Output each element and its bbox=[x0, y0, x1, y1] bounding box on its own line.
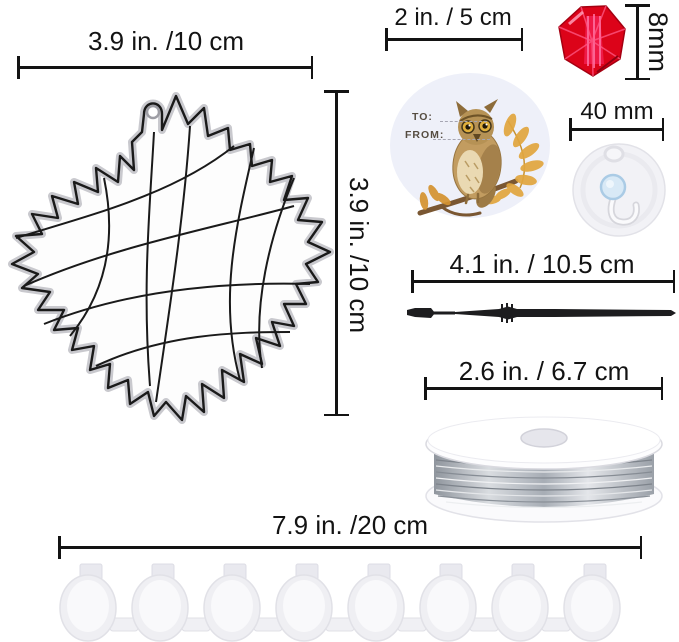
tag-from-label: FROM: bbox=[405, 129, 445, 141]
owl bbox=[452, 99, 502, 208]
leaf-height-dimension-line bbox=[325, 90, 347, 416]
wire-dimension-line bbox=[424, 378, 663, 398]
brush-dimension-line bbox=[411, 271, 675, 291]
hook-knob bbox=[599, 173, 627, 201]
brush-bristles bbox=[407, 308, 435, 318]
owl-beak bbox=[473, 134, 481, 142]
suction-cup-size-label: 40 mm bbox=[580, 98, 654, 125]
hook-loop bbox=[603, 145, 625, 163]
wire-spool bbox=[425, 416, 663, 523]
paint-strip-dimension-line bbox=[58, 537, 642, 557]
leaf-width-label: 3.9 in. /10 cm bbox=[87, 26, 245, 56]
gift-tag-dimension-line bbox=[385, 29, 523, 49]
maple-leaf-suncatcher bbox=[8, 92, 334, 424]
paint-brush bbox=[407, 303, 676, 323]
tag-from-line bbox=[433, 127, 490, 140]
paint-pots bbox=[59, 563, 621, 642]
red-crystal-bead bbox=[558, 5, 626, 77]
paint-strip-size-label: 7.9 in. /20 cm bbox=[271, 510, 429, 540]
leaf-segment-lines bbox=[15, 125, 311, 403]
paint-pot-strip bbox=[59, 563, 621, 642]
hanging-hole bbox=[145, 104, 161, 120]
bead-dimension-line bbox=[626, 4, 648, 80]
leaf-outline bbox=[8, 92, 334, 424]
gift-tag: TO: FROM: bbox=[390, 73, 550, 218]
leaf-height-label: 3.9 in. /10 cm bbox=[344, 176, 374, 334]
leaf-width-dimension-line bbox=[17, 57, 313, 77]
owl-illustration bbox=[417, 99, 544, 217]
brush-handle bbox=[455, 306, 676, 320]
gift-tag-size-label: 2 in. / 5 cm bbox=[394, 4, 512, 31]
wire-size-label: 2.6 in. / 6.7 cm bbox=[458, 356, 630, 386]
branch bbox=[417, 178, 519, 217]
spool-center-hole bbox=[520, 428, 568, 448]
suction-cup-dimension-line bbox=[569, 119, 664, 139]
pot-bridges bbox=[109, 617, 571, 632]
tag-to-label: TO: bbox=[412, 111, 433, 123]
tag-to-line bbox=[440, 109, 487, 122]
suction-cup-hook bbox=[572, 143, 666, 237]
golden-leaves bbox=[419, 113, 544, 210]
brush-size-label: 4.1 in. / 10.5 cm bbox=[449, 249, 635, 279]
bead-size-label: 8mm bbox=[643, 12, 673, 72]
